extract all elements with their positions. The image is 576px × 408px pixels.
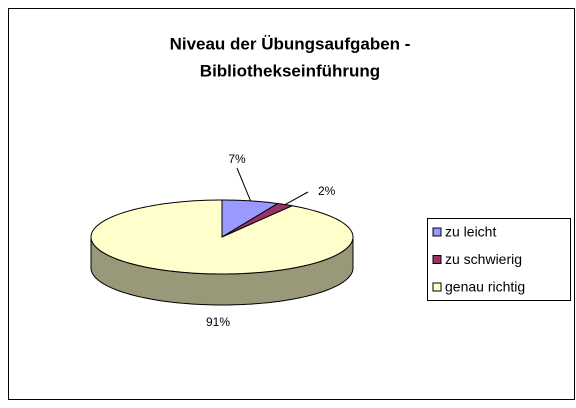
slice (90, 199, 354, 275)
legend-swatch (432, 282, 442, 292)
data-label: 2% (318, 184, 336, 198)
leader-line (236, 167, 252, 202)
legend-label: zu leicht (445, 224, 496, 240)
leader-line (284, 191, 309, 206)
chart-border (8, 8, 575, 400)
slice (221, 199, 280, 238)
legend-label: genau richtig (445, 279, 525, 295)
data-label: 91% (206, 315, 230, 329)
chart-title: Niveau der Übungsaufgaben - (170, 34, 411, 53)
data-label: 7% (228, 152, 246, 166)
legend-label: zu schwierig (445, 251, 522, 267)
chart-title: Bibliothekseinführung (200, 61, 380, 80)
legend-swatch (432, 227, 442, 237)
legend-swatch (432, 255, 442, 264)
legend-box (427, 218, 571, 301)
